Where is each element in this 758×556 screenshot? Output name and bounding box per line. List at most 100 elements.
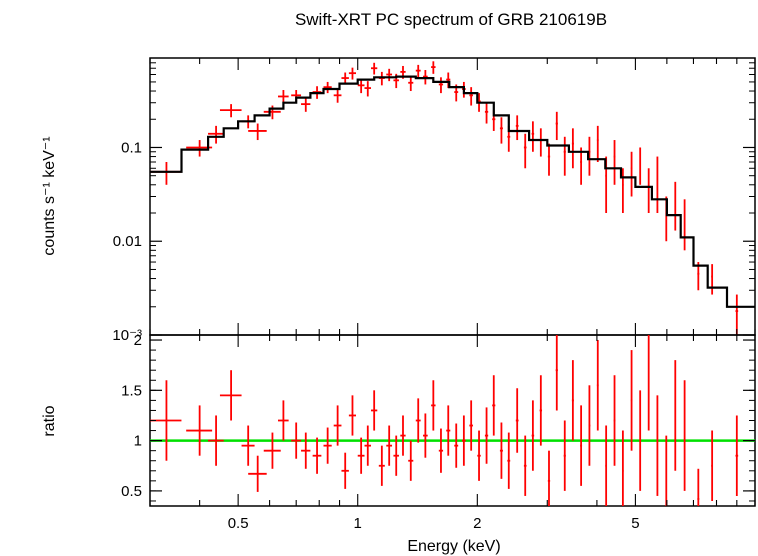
data-point <box>539 375 543 446</box>
data-point <box>415 398 421 443</box>
data-point <box>348 395 356 436</box>
data-point <box>665 435 668 506</box>
data-point <box>378 445 385 486</box>
data-point <box>630 151 633 197</box>
x-axis-label: Energy (keV) <box>407 538 500 555</box>
data-point <box>484 102 489 124</box>
data-point <box>323 81 332 94</box>
data-point <box>547 450 551 506</box>
data-point <box>400 415 406 456</box>
data-point <box>588 385 591 466</box>
data-point <box>531 121 535 152</box>
data-point <box>469 87 473 106</box>
x-tick-label: 0.5 <box>228 515 249 532</box>
data-point <box>446 405 451 456</box>
data-point <box>499 422 503 479</box>
data-point <box>333 89 342 103</box>
data-point <box>492 375 496 436</box>
data-point <box>621 430 624 506</box>
data-point <box>523 435 527 496</box>
data-point <box>697 468 700 506</box>
data-point <box>711 430 714 501</box>
y-tick-label: 0.01 <box>113 233 142 250</box>
data-point <box>674 360 677 471</box>
data-point <box>539 128 543 157</box>
data-point <box>408 440 414 481</box>
data-point <box>563 136 566 176</box>
y-tick-label: 1 <box>134 433 142 450</box>
data-point <box>647 335 650 431</box>
data-point <box>378 71 385 86</box>
data-point <box>248 455 267 492</box>
data-point <box>364 81 372 97</box>
data-point <box>571 128 574 169</box>
data-point <box>735 294 739 335</box>
data-point <box>630 350 633 451</box>
data-point <box>386 68 393 82</box>
data-point <box>438 428 444 473</box>
data-point <box>301 432 311 469</box>
model-step-line <box>150 75 755 308</box>
data-point <box>555 335 558 411</box>
data-point <box>219 104 242 118</box>
data-point <box>219 370 242 421</box>
data-point <box>515 388 519 453</box>
data-point <box>423 413 428 458</box>
data-point <box>278 400 289 441</box>
data-point <box>523 133 527 169</box>
data-point <box>386 425 393 466</box>
data-point <box>674 181 677 231</box>
data-point <box>477 430 481 481</box>
data-point <box>596 340 599 431</box>
y-tick-label: 0.5 <box>121 483 142 500</box>
data-point <box>415 64 421 78</box>
data-point <box>364 425 372 466</box>
data-point <box>605 425 608 506</box>
data-point <box>357 78 365 94</box>
data-point <box>683 199 686 251</box>
data-point <box>571 360 574 441</box>
ratio-panel: 0.5 1 1.5 2 0.5 1 2 5 <box>121 332 756 532</box>
bottom-panel-frame <box>149 334 756 507</box>
data-point <box>438 77 444 94</box>
data-point <box>469 400 473 451</box>
data-point <box>580 147 583 185</box>
data-point <box>613 375 616 466</box>
data-point <box>341 452 349 489</box>
data-point <box>656 156 659 214</box>
y-tick-label: 10⁻³ <box>112 327 142 344</box>
data-point <box>697 262 700 291</box>
data-point <box>547 143 551 176</box>
data-point <box>312 437 322 474</box>
spectrum-panel: 0.1 0.01 10⁻³ <box>112 57 756 344</box>
data-point <box>711 264 714 295</box>
data-point <box>291 422 302 459</box>
data-point <box>348 67 356 80</box>
data-point <box>371 390 378 431</box>
top-panel-frame <box>149 57 756 336</box>
data-point <box>555 111 558 141</box>
data-point <box>323 427 332 464</box>
data-point <box>461 415 466 466</box>
data-point <box>515 115 519 141</box>
x-tick-label: 2 <box>473 515 481 532</box>
bottom-y-axis-label: ratio <box>41 405 58 436</box>
top-y-axis-label: counts s⁻¹ keV⁻¹ <box>41 136 58 255</box>
data-point <box>186 405 213 456</box>
data-point <box>301 97 311 112</box>
data-point <box>499 117 503 144</box>
x-tick-label: 1 <box>354 515 362 532</box>
data-point <box>613 140 616 185</box>
data-point <box>248 123 267 141</box>
data-point <box>241 425 255 466</box>
data-point <box>431 380 436 431</box>
data-point <box>683 380 686 491</box>
data-point <box>408 75 414 92</box>
data-point <box>431 61 436 74</box>
data-point <box>735 415 739 496</box>
data-point <box>357 437 365 474</box>
data-point <box>484 407 489 464</box>
data-point <box>208 125 224 144</box>
data-point <box>150 161 182 185</box>
